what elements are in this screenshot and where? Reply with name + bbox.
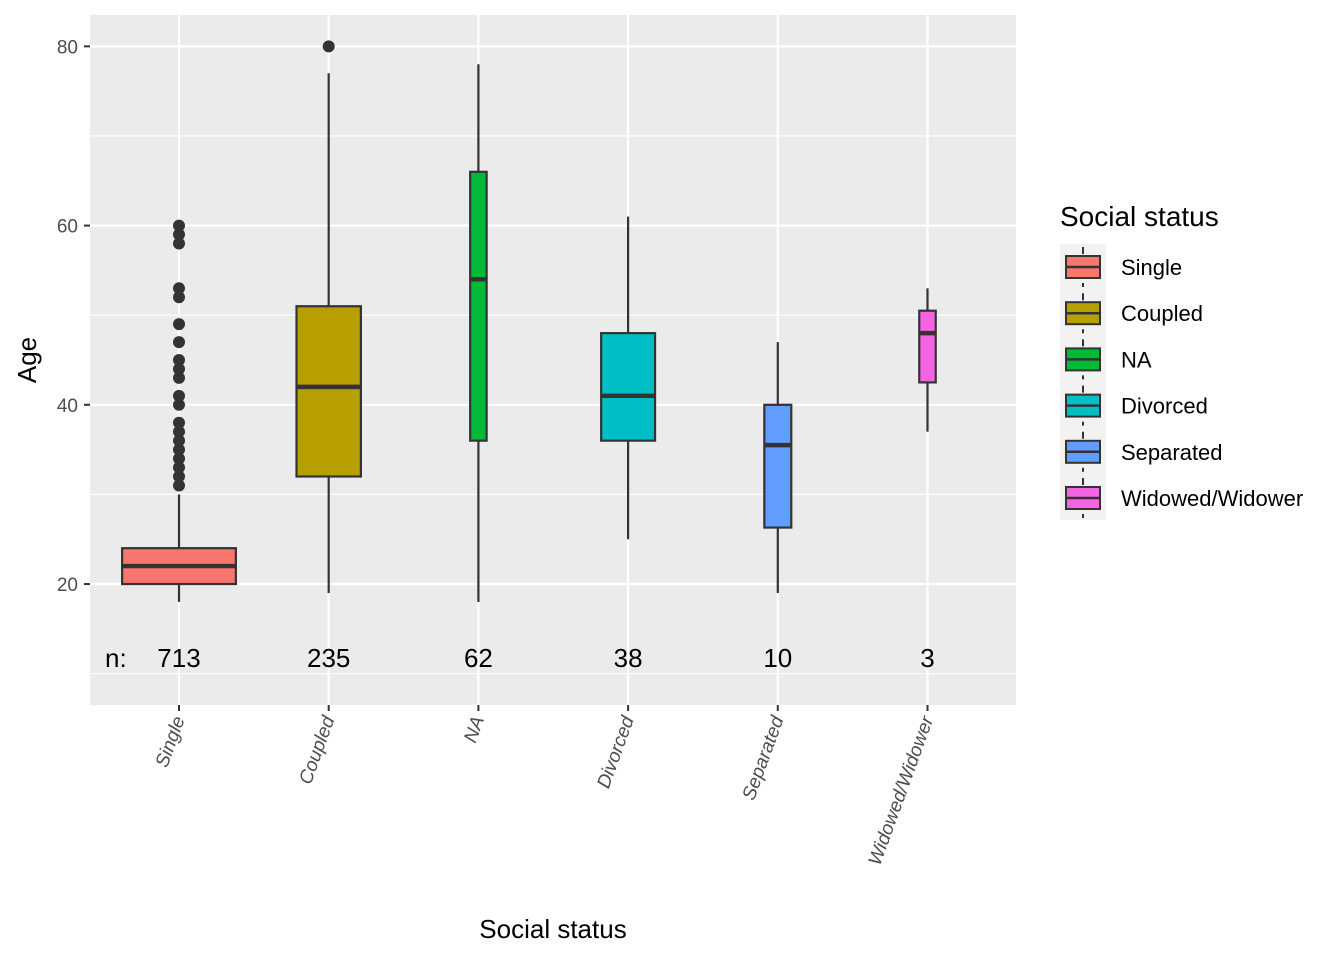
legend: Social status Single Coupled NA Divorced Sep… [1060,201,1303,520]
legend-label: NA [1121,347,1152,372]
count-label: 3 [920,643,934,673]
legend-item: Single [1065,247,1182,287]
y-tick-label: 60 [57,217,78,238]
outlier-point [173,282,185,295]
x-axis-title: Social status [479,914,626,944]
x-tick-label: Single [152,714,190,771]
x-tick-label: Widowed/Widower [865,713,939,868]
legend-item: Separated [1065,431,1223,472]
outlier-point [173,470,185,483]
outlier-point [173,479,185,492]
outlier-point [173,371,185,384]
count-label: 10 [763,643,792,673]
count-label: 38 [614,643,643,673]
y-tick-label: 20 [57,575,78,596]
outlier-point [173,434,185,447]
box-separated [763,342,793,593]
legend-item: NA [1065,339,1152,380]
legend-label: Coupled [1121,301,1203,326]
legend-label: Widowed/Widower [1121,486,1303,511]
outlier-point [173,237,185,250]
y-axis: 20 40 60 80 [57,37,90,596]
x-tick-label: Coupled [295,712,339,787]
outlier-point [173,452,185,465]
legend-label: Separated [1121,440,1223,465]
legend-item: Coupled [1065,293,1203,334]
box-na [469,64,488,602]
x-tick-label: NA [460,714,489,746]
outlier-point [173,398,185,411]
legend-label: Divorced [1121,394,1208,419]
count-label: 235 [307,643,350,673]
box-body [600,332,657,442]
boxes [121,40,937,602]
x-tick-label: Divorced [593,712,639,791]
legend-key-background [1060,244,1106,520]
count-label: 62 [464,643,493,673]
outlier-point [173,354,185,366]
count-label: 713 [157,643,200,673]
x-tick-label: Separated [739,712,789,803]
outlier-point [173,318,185,331]
box-body [763,403,793,529]
outlier-point [173,291,185,304]
y-tick-label: 40 [57,396,78,417]
count-labels: n: 713 235 62 38 10 3 [105,643,935,673]
box-divorced [600,216,657,540]
outlier-point [322,40,335,53]
legend-item: Divorced [1065,385,1208,426]
outlier-point [173,219,185,232]
legend-items: Single Coupled NA Divorced Separated Widowed/… [1065,247,1303,518]
legend-item: Widowed/Widower [1065,478,1303,518]
legend-label: Single [1121,255,1182,280]
outlier-point [173,362,185,375]
box-widowed-widower [918,288,937,432]
box-body [918,309,937,384]
x-axis: Single Coupled NA Divorced Separated Widowed/… [152,705,939,868]
box-body [469,170,488,442]
outlier-point [173,443,185,456]
outlier-point [173,389,185,402]
box-coupled [295,40,362,593]
outlier-point [173,416,185,429]
minor-gridlines [90,135,1016,675]
y-tick-label: 80 [57,37,78,58]
legend-title: Social status [1060,201,1219,232]
outlier-point [173,228,185,241]
outlier-point [173,336,185,349]
box-single [121,219,237,602]
box-body [295,305,362,478]
outlier-point [173,461,185,474]
y-axis-title: Age [12,337,42,383]
count-prefix: n: [105,643,127,673]
panel-background [90,15,1016,705]
outlier-point [173,425,185,438]
